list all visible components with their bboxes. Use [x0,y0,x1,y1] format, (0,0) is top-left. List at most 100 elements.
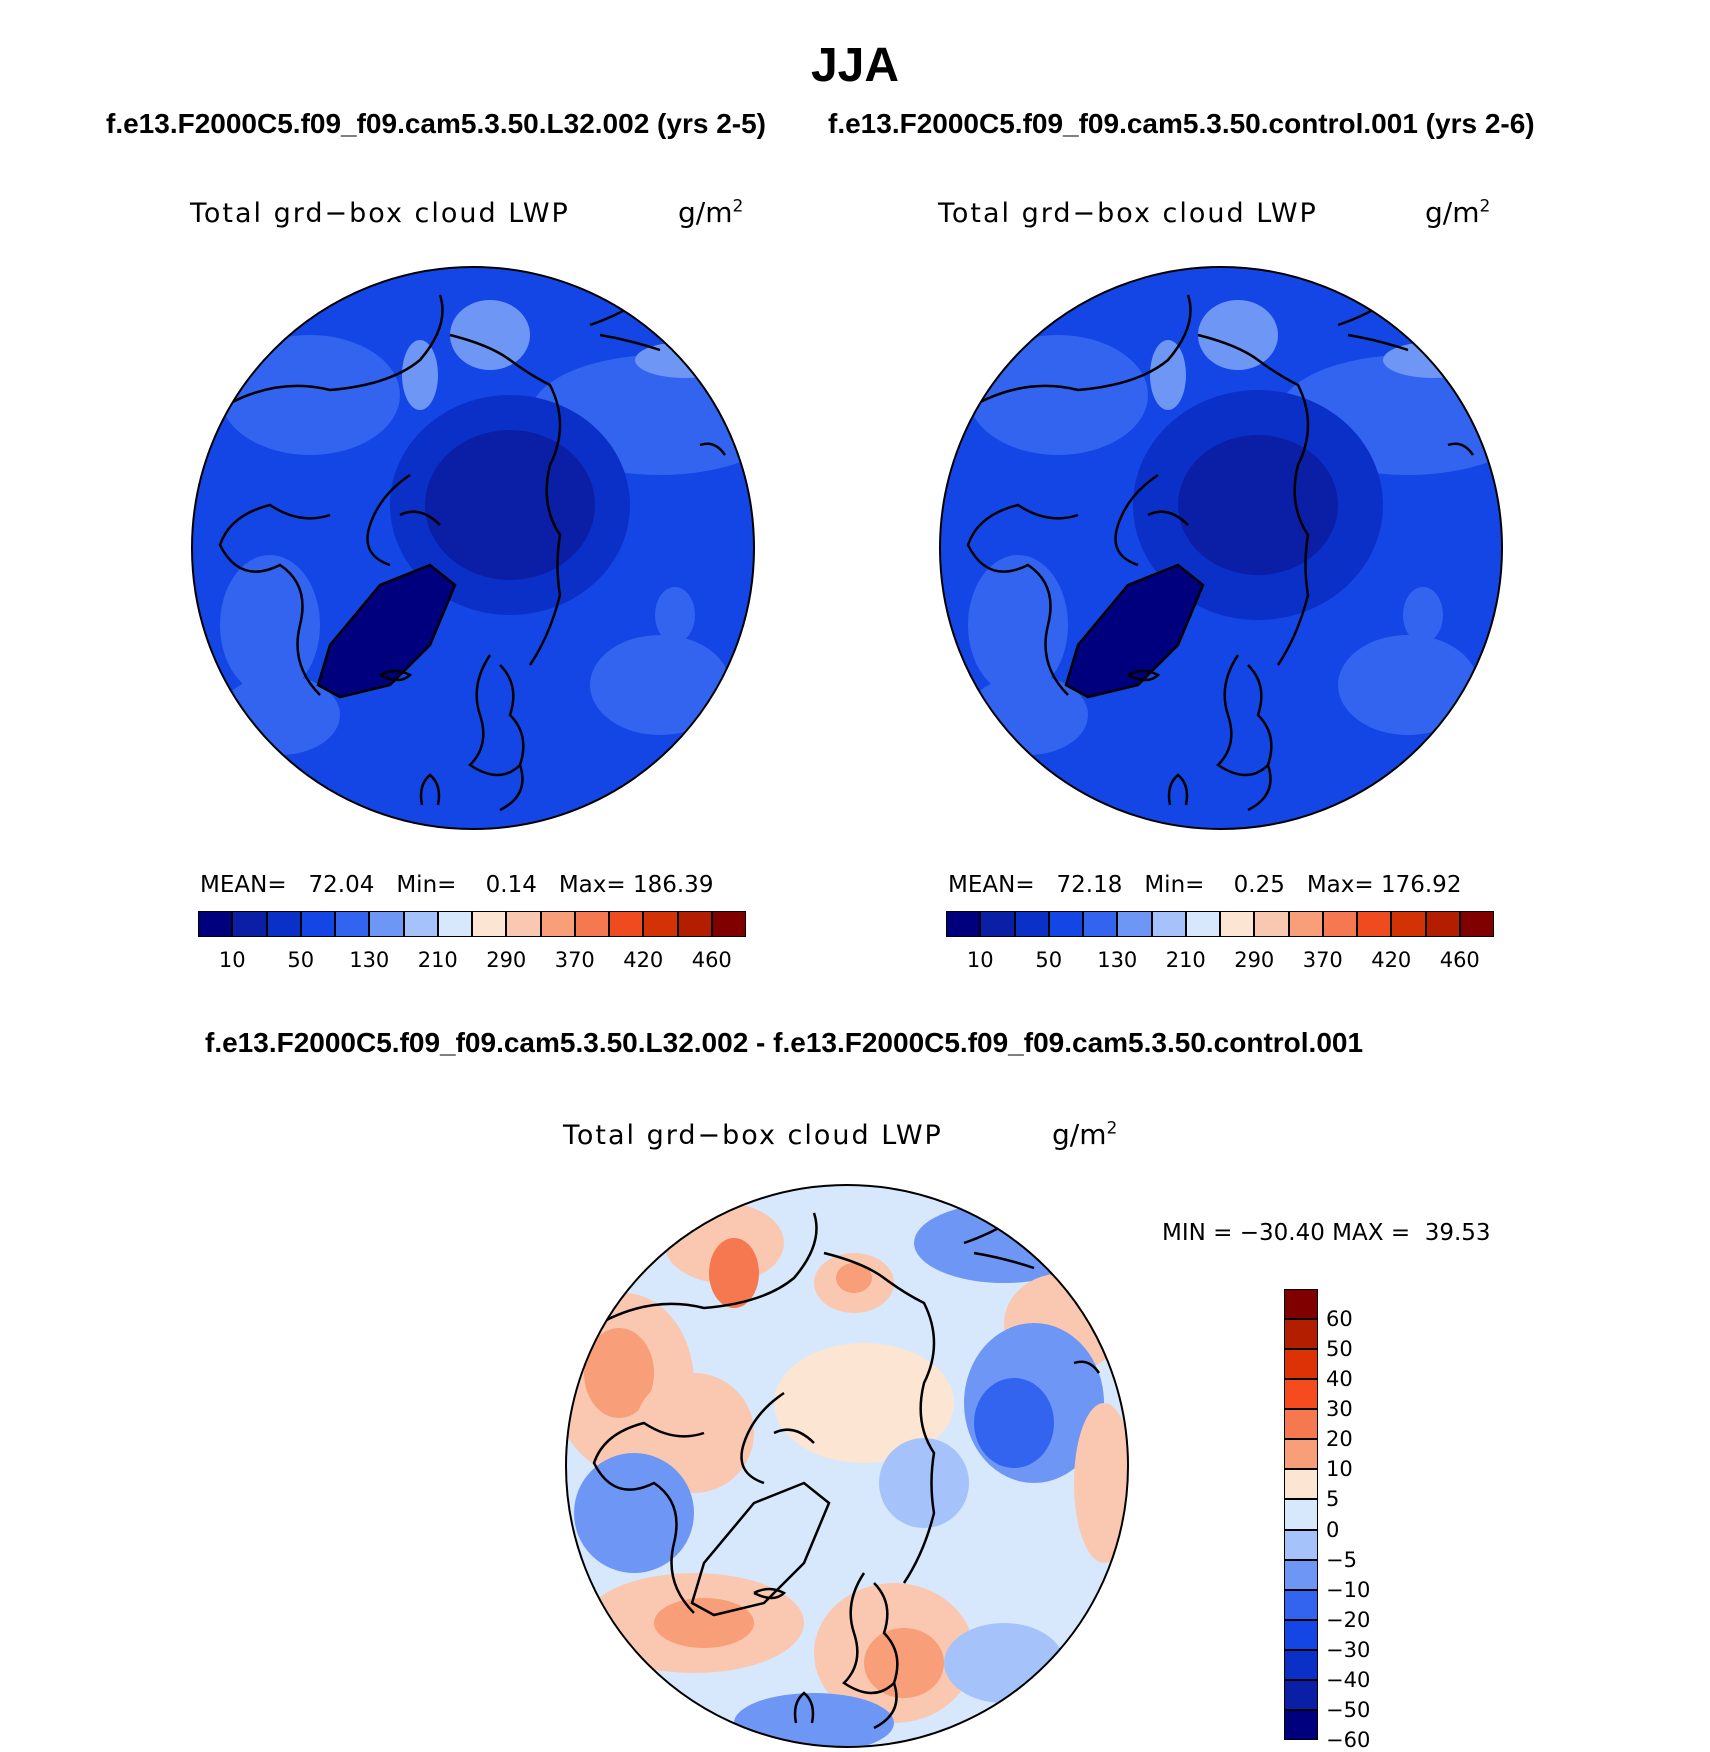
colorbar-diff-segment [1284,1709,1318,1740]
colorbar-diff-segment [1284,1589,1318,1620]
colorbar-panel2-tick-label: 50 [1035,948,1063,972]
colorbar-panel1-segment [540,911,575,937]
panel1-stats: MEAN= 72.04 Min= 0.14 Max= 186.39 [200,872,714,898]
colorbar-panel2-segment [980,911,1015,937]
panel3-stats: MIN = −30.40 MAX = 39.53 [1162,1220,1491,1246]
colorbar-panel1-segment [403,911,438,937]
colorbar-panel2-segment [1014,911,1049,937]
colorbar-panel2-tick-label: 460 [1439,948,1480,972]
colorbar-diff-tick-label: 40 [1326,1367,1353,1392]
colorbar-panel1-tick-label: 420 [623,948,664,972]
colorbar-panel1-tick-label: 370 [554,948,595,972]
colorbar-panel2-tick-label: 290 [1234,948,1275,972]
colorbar-diff-labels: 60 50 40 30 20 10 5 0 −5 −10 −20 −30 −40 −50 −60 [1326,1289,1406,1752]
colorbar-panel2-segment [1048,911,1083,937]
colorbar-panel2-tick-label: 210 [1165,948,1206,972]
colorbar-diff-tick-label: 50 [1326,1337,1353,1362]
colorbar-panel2-segment [1391,911,1426,937]
panel2-variable-label: Total grd−box cloud LWP [938,198,1318,229]
colorbar-panel2-segment [1220,911,1255,937]
panel1-units: g/m2 [678,196,744,229]
colorbar-panel1-segment [472,911,507,937]
colorbar-diff-segment [1284,1379,1318,1410]
colorbar-panel1-segment [300,911,335,937]
colorbar-panel1 [198,911,746,937]
colorbar-panel1-segment [266,911,301,937]
colorbar-panel1-labels: 10 50 130 210 290 370 420 460 [198,948,746,978]
panel3-units: g/m2 [1052,1118,1118,1151]
colorbar-diff-tick-label: −60 [1326,1728,1371,1752]
panel1-variable-label: Total grd−box cloud LWP [190,198,570,229]
colorbar-panel2-tick-label: 130 [1097,948,1138,972]
colorbar-panel1-tick-label: 460 [691,948,732,972]
colorbar-panel2 [946,911,1494,937]
colorbar-diff-tick-label: −50 [1326,1697,1371,1722]
colorbar-panel1-segment [198,911,233,937]
panel2-units: g/m2 [1425,196,1491,229]
colorbar-diff-segment [1284,1649,1318,1680]
colorbar-diff-segment [1284,1439,1318,1470]
colorbar-panel1-tick-label: 210 [417,948,458,972]
colorbar-panel1-segment [609,911,644,937]
colorbar-diff-tick-label: −40 [1326,1667,1371,1692]
polar-map-1 [191,266,755,830]
colorbar-panel2-tick-label: 420 [1371,948,1412,972]
polar-map-2 [939,266,1503,830]
colorbar-panel1-segment [437,911,472,937]
colorbar-diff-segment [1284,1469,1318,1500]
colorbar-panel1-tick-label: 290 [486,948,527,972]
colorbar-diff-segment [1284,1349,1318,1380]
colorbar-panel2-segment [1185,911,1220,937]
left-case-title: f.e13.F2000C5.f09_f09.cam5.3.50.L32.002 … [106,108,766,139]
panel3-variable-label: Total grd−box cloud LWP [563,1120,943,1151]
colorbar-panel2-segment [1117,911,1152,937]
figure-title: JJA [810,39,900,92]
colorbar-diff-segment [1284,1289,1318,1320]
colorbar-panel1-segment [711,911,746,937]
colorbar-diff-segment [1284,1319,1318,1350]
colorbar-panel1-segment [643,911,678,937]
colorbar-diff-tick-label: 30 [1326,1397,1353,1422]
colorbar-diff-tick-label: −30 [1326,1637,1371,1662]
polar-map-diff [565,1184,1129,1748]
right-case-title: f.e13.F2000C5.f09_f09.cam5.3.50.control.… [828,108,1535,139]
colorbar-panel2-segment [1357,911,1392,937]
colorbar-diff-segment [1284,1559,1318,1590]
colorbar-diff-tick-label: −10 [1326,1577,1371,1602]
colorbar-panel2-labels: 10 50 130 210 290 370 420 460 [946,948,1494,978]
colorbar-panel1-segment [369,911,404,937]
colorbar-diff-tick-label: −5 [1326,1547,1357,1572]
colorbar-panel2-segment [946,911,981,937]
colorbar-panel2-segment [1459,911,1494,937]
colorbar-panel1-segment [506,911,541,937]
colorbar-panel2-segment [1151,911,1186,937]
colorbar-diff-tick-label: 5 [1326,1487,1340,1512]
colorbar-panel2-segment [1083,911,1118,937]
colorbar-diff-segment [1284,1409,1318,1440]
colorbar-panel2-segment [1254,911,1289,937]
colorbar-panel2-tick-label: 10 [966,948,994,972]
colorbar-diff-segment [1284,1619,1318,1650]
panel2-stats: MEAN= 72.18 Min= 0.25 Max= 176.92 [948,872,1462,898]
colorbar-panel2-segment [1288,911,1323,937]
colorbar-panel1-segment [335,911,370,937]
colorbar-diff-tick-label: 60 [1326,1307,1353,1332]
colorbar-diff-tick-label: 20 [1326,1427,1353,1452]
colorbar-panel1-tick-label: 130 [349,948,390,972]
colorbar-diff-segment [1284,1679,1318,1710]
colorbar-diff-tick-label: 0 [1326,1517,1340,1542]
colorbar-panel1-segment [574,911,609,937]
colorbar-diff-segment [1284,1499,1318,1530]
colorbar-panel1-segment [232,911,267,937]
colorbar-diff-tick-label: 10 [1326,1457,1353,1482]
colorbar-panel1-tick-label: 50 [287,948,315,972]
colorbar-panel1-segment [677,911,712,937]
colorbar-panel2-segment [1322,911,1357,937]
colorbar-panel2-tick-label: 370 [1302,948,1343,972]
colorbar-panel2-segment [1425,911,1460,937]
colorbar-panel1-tick-label: 10 [218,948,246,972]
colorbar-diff [1284,1289,1318,1740]
colorbar-diff-tick-label: −20 [1326,1607,1371,1632]
diff-title: f.e13.F2000C5.f09_f09.cam5.3.50.L32.002 … [205,1027,1364,1058]
colorbar-diff-segment [1284,1529,1318,1560]
